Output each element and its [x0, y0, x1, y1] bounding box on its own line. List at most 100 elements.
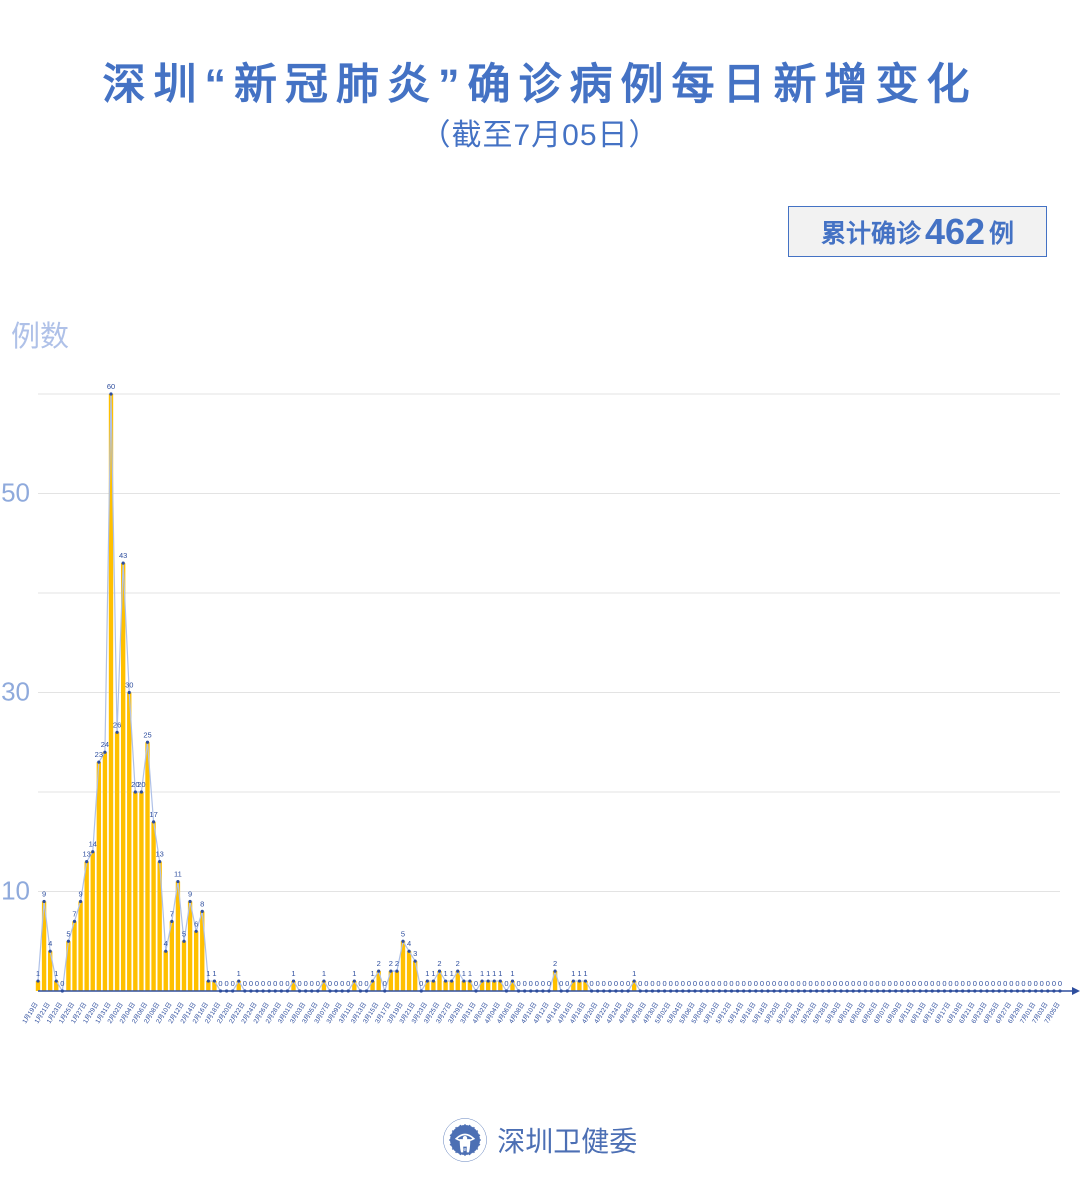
svg-text:0: 0: [1046, 979, 1050, 988]
svg-text:0: 0: [991, 979, 995, 988]
svg-text:1: 1: [443, 969, 447, 978]
svg-text:0: 0: [912, 979, 916, 988]
svg-text:0: 0: [985, 979, 989, 988]
svg-text:0: 0: [808, 979, 812, 988]
svg-text:0: 0: [285, 979, 289, 988]
svg-text:0: 0: [693, 979, 697, 988]
svg-text:0: 0: [565, 979, 569, 988]
svg-text:0: 0: [358, 979, 362, 988]
svg-text:0: 0: [535, 979, 539, 988]
svg-text:0: 0: [888, 979, 892, 988]
svg-text:0: 0: [310, 979, 314, 988]
svg-text:13: 13: [155, 850, 163, 859]
svg-text:0: 0: [1015, 979, 1019, 988]
svg-text:1: 1: [425, 969, 429, 978]
svg-text:0: 0: [687, 979, 691, 988]
svg-text:14: 14: [89, 840, 97, 849]
svg-text:0: 0: [273, 979, 277, 988]
svg-text:0: 0: [60, 979, 64, 988]
svg-text:0: 0: [675, 979, 679, 988]
svg-text:0: 0: [815, 979, 819, 988]
svg-text:0: 0: [243, 979, 247, 988]
svg-text:0: 0: [224, 979, 228, 988]
svg-text:0: 0: [754, 979, 758, 988]
svg-text:0: 0: [650, 979, 654, 988]
svg-text:1: 1: [462, 969, 466, 978]
svg-text:0: 0: [748, 979, 752, 988]
svg-text:0: 0: [304, 979, 308, 988]
svg-text:10: 10: [1, 876, 30, 906]
svg-text:0: 0: [742, 979, 746, 988]
svg-text:0: 0: [529, 979, 533, 988]
svg-text:25: 25: [143, 730, 151, 739]
svg-text:0: 0: [839, 979, 843, 988]
svg-text:9: 9: [78, 889, 82, 898]
svg-text:0: 0: [784, 979, 788, 988]
svg-text:0: 0: [760, 979, 764, 988]
svg-text:0: 0: [936, 979, 940, 988]
svg-text:0: 0: [669, 979, 673, 988]
svg-text:0: 0: [717, 979, 721, 988]
svg-text:0: 0: [1052, 979, 1056, 988]
svg-text:0: 0: [231, 979, 235, 988]
svg-text:2: 2: [437, 959, 441, 968]
svg-text:1: 1: [212, 969, 216, 978]
svg-text:0: 0: [504, 979, 508, 988]
svg-text:0: 0: [705, 979, 709, 988]
svg-text:0: 0: [1058, 979, 1062, 988]
svg-text:0: 0: [279, 979, 283, 988]
svg-text:0: 0: [1040, 979, 1044, 988]
svg-text:4: 4: [48, 939, 52, 948]
svg-text:1: 1: [36, 969, 40, 978]
svg-text:1: 1: [291, 969, 295, 978]
svg-text:1: 1: [237, 969, 241, 978]
svg-text:0: 0: [1034, 979, 1038, 988]
svg-text:5: 5: [66, 929, 70, 938]
svg-text:0: 0: [827, 979, 831, 988]
svg-text:0: 0: [644, 979, 648, 988]
svg-text:0: 0: [723, 979, 727, 988]
svg-text:17: 17: [149, 810, 157, 819]
svg-text:1: 1: [54, 969, 58, 978]
svg-text:0: 0: [967, 979, 971, 988]
svg-text:0: 0: [851, 979, 855, 988]
svg-text:0: 0: [596, 979, 600, 988]
svg-text:0: 0: [638, 979, 642, 988]
svg-text:0: 0: [1009, 979, 1013, 988]
svg-text:0: 0: [249, 979, 253, 988]
svg-text:5: 5: [182, 929, 186, 938]
svg-text:0: 0: [900, 979, 904, 988]
svg-text:8: 8: [200, 899, 204, 908]
svg-text:0: 0: [796, 979, 800, 988]
svg-text:0: 0: [608, 979, 612, 988]
svg-text:0: 0: [973, 979, 977, 988]
svg-text:0: 0: [711, 979, 715, 988]
svg-text:0: 0: [261, 979, 265, 988]
svg-text:卫健委: 卫健委: [461, 1148, 469, 1152]
svg-text:26: 26: [113, 720, 121, 729]
svg-text:1: 1: [450, 969, 454, 978]
svg-text:0: 0: [778, 979, 782, 988]
svg-text:0: 0: [918, 979, 922, 988]
svg-text:1: 1: [322, 969, 326, 978]
svg-text:1: 1: [583, 969, 587, 978]
svg-text:2: 2: [389, 959, 393, 968]
svg-text:0: 0: [875, 979, 879, 988]
svg-text:0: 0: [1003, 979, 1007, 988]
svg-text:0: 0: [267, 979, 271, 988]
svg-text:0: 0: [954, 979, 958, 988]
svg-text:0: 0: [334, 979, 338, 988]
svg-text:0: 0: [894, 979, 898, 988]
svg-text:0: 0: [559, 979, 563, 988]
svg-text:0: 0: [620, 979, 624, 988]
svg-text:23: 23: [95, 750, 103, 759]
svg-text:43: 43: [119, 551, 127, 560]
svg-text:0: 0: [626, 979, 630, 988]
svg-text:0: 0: [316, 979, 320, 988]
svg-text:0: 0: [547, 979, 551, 988]
svg-text:2: 2: [395, 959, 399, 968]
svg-text:0: 0: [924, 979, 928, 988]
svg-text:0: 0: [906, 979, 910, 988]
svg-text:3: 3: [413, 949, 417, 958]
svg-text:11: 11: [174, 870, 182, 879]
